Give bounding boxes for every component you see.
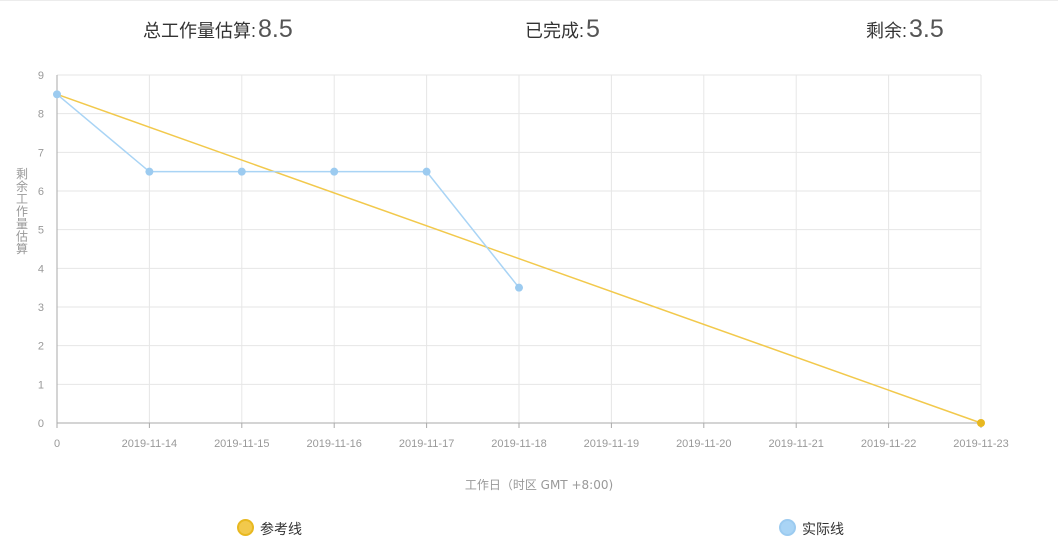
y-tick-label: 2 <box>38 341 44 353</box>
y-tick-label: 7 <box>38 147 44 159</box>
y-axis-title-char: 量 <box>16 217 28 231</box>
x-axis-title: 工作日（时区 GMT +8:00) <box>465 478 613 492</box>
y-tick-label: 6 <box>38 186 44 198</box>
remaining-stat: 剩余:3.5 <box>866 15 944 44</box>
actual-point <box>53 90 61 99</box>
y-axis-title-char: 估 <box>16 230 28 244</box>
y-tick-label: 1 <box>38 379 44 391</box>
reference-point <box>977 419 985 427</box>
x-tick-label: 2019-11-17 <box>399 438 454 450</box>
total-estimate-value: 8.5 <box>258 15 293 43</box>
y-tick-label: 8 <box>38 109 44 121</box>
remaining-value: 3.5 <box>909 15 944 43</box>
x-tick-label: 2019-11-15 <box>214 438 269 450</box>
total-estimate-stat: 总工作量估算:8.5 <box>143 15 293 44</box>
legend-item-actual[interactable]: 实际线 <box>779 519 844 539</box>
y-axis-title-char: 剩 <box>16 167 28 181</box>
x-tick-label: 2019-11-21 <box>768 438 823 450</box>
x-tick-label: 2019-11-14 <box>122 438 177 450</box>
x-tick-label: 2019-11-18 <box>491 438 546 450</box>
reference-legend-label: 参考线 <box>260 521 302 537</box>
y-tick-label: 3 <box>38 302 44 314</box>
x-tick-label: 2019-11-23 <box>953 438 1008 450</box>
x-tick-label: 2019-11-19 <box>584 438 639 450</box>
x-tick-label: 2019-11-16 <box>306 438 361 450</box>
actual-point <box>515 283 523 292</box>
total-estimate-label: 总工作量估算: <box>143 21 257 41</box>
y-axis-title-char: 算 <box>16 241 28 256</box>
y-tick-label: 4 <box>38 263 44 275</box>
y-axis-title-char: 余 <box>16 179 28 194</box>
y-tick-label: 9 <box>38 70 44 82</box>
y-tick-label: 5 <box>38 225 44 237</box>
y-axis-title-char: 作 <box>16 205 28 219</box>
actual-point <box>422 167 431 176</box>
remaining-label: 剩余: <box>866 21 908 41</box>
actual-point <box>145 167 154 176</box>
actual-legend-label: 实际线 <box>802 521 844 537</box>
completed-value: 5 <box>586 15 600 43</box>
reference-legend-marker <box>237 519 254 536</box>
summary-bar: 总工作量估算:8.5 已完成:5 剩余:3.5 <box>0 0 1058 61</box>
y-tick-label: 0 <box>38 418 44 430</box>
completed-stat: 已完成:5 <box>525 15 600 44</box>
y-axis-title-char: 工 <box>16 192 28 206</box>
reference-line <box>56 93 982 424</box>
x-tick-label: 2019-11-22 <box>861 438 916 450</box>
actual-point <box>330 167 339 176</box>
x-tick-label: 2019-11-20 <box>676 438 731 450</box>
actual-point <box>237 167 246 176</box>
x-tick-label: 0 <box>54 438 60 450</box>
actual-line <box>56 93 520 289</box>
legend-item-reference[interactable]: 参考线 <box>237 519 302 539</box>
completed-label: 已完成: <box>525 21 585 41</box>
actual-legend-marker <box>779 519 796 536</box>
